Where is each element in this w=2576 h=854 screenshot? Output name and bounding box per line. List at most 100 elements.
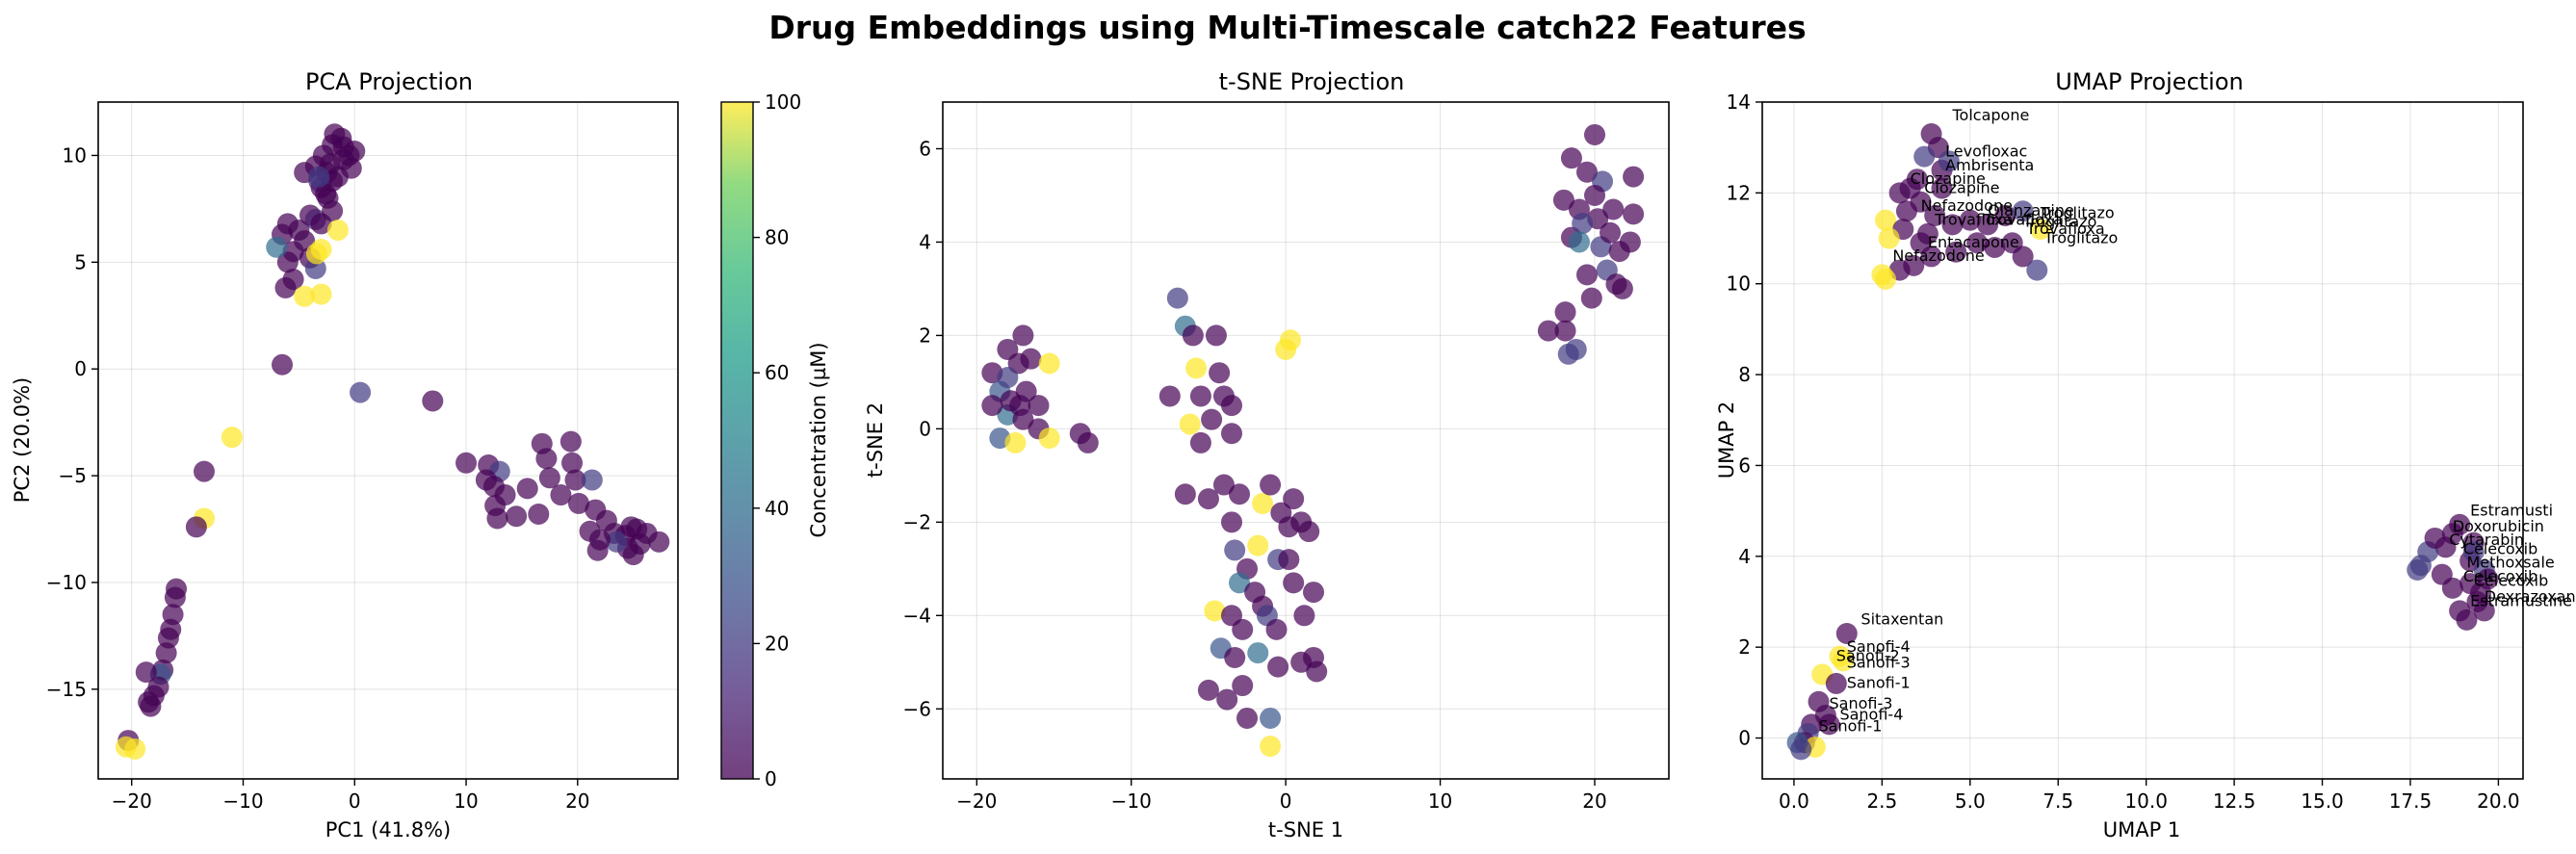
data-point xyxy=(1012,408,1034,430)
data-point xyxy=(1197,679,1219,701)
data-point xyxy=(475,469,497,491)
data-point xyxy=(1833,650,1855,672)
data-point xyxy=(1580,287,1602,309)
pca-axes-frame xyxy=(97,101,679,780)
data-point xyxy=(559,430,582,453)
data-point xyxy=(1232,618,1254,640)
data-point xyxy=(2441,577,2463,599)
point-annotation: Troglitazo xyxy=(2043,228,2119,246)
data-point xyxy=(2456,608,2478,631)
data-point xyxy=(1818,713,1840,736)
x-tick-label: 17.5 xyxy=(2389,789,2433,813)
data-point xyxy=(1293,605,1315,627)
data-point xyxy=(2462,541,2485,563)
data-point xyxy=(1220,423,1242,445)
y-tick-label: 0 xyxy=(919,417,931,440)
data-point xyxy=(1602,198,1625,220)
data-point xyxy=(305,243,327,265)
data-point xyxy=(1189,431,1211,453)
data-point xyxy=(538,467,560,489)
point-annotation: Trovafloxa xyxy=(2025,220,2104,238)
x-tick-label: 7.5 xyxy=(2043,789,2073,813)
data-point xyxy=(124,738,146,760)
point-annotation: Celecoxib xyxy=(2463,567,2537,585)
figure-title: Drug Embeddings using Multi-Timescale ca… xyxy=(768,9,1806,46)
data-point xyxy=(1611,277,1633,299)
x-tick-label: −10 xyxy=(222,789,263,813)
umap-panel: UMAP Projection Tolcapone LevofloxacAmbri… xyxy=(1715,68,2576,841)
point-annotation: Nefazodone xyxy=(1921,196,2013,215)
data-point xyxy=(185,516,207,538)
data-point xyxy=(1267,656,1289,678)
data-point xyxy=(1554,320,1576,342)
colorbar: 0 20 40 60 80 100 Concentration (µM) xyxy=(720,91,830,790)
x-tick-label: 10 xyxy=(1428,789,1452,813)
y-tick-label: 5 xyxy=(74,250,87,273)
point-annotation: Tolcapone xyxy=(1952,106,2030,124)
data-point xyxy=(648,531,670,553)
y-tick-label: 8 xyxy=(1738,363,1751,386)
data-point xyxy=(564,469,586,491)
data-point xyxy=(1224,646,1246,668)
point-annotation: Troglitazo xyxy=(2022,213,2097,231)
y-tick-label: 0 xyxy=(74,357,87,380)
x-tick-label: 20.0 xyxy=(2477,789,2520,813)
data-point xyxy=(1875,269,1897,291)
y-tick-label: 4 xyxy=(1738,545,1751,568)
umap-axes-frame xyxy=(1761,101,2524,780)
data-point xyxy=(2012,246,2034,268)
data-point xyxy=(1197,488,1219,510)
data-point xyxy=(1182,324,1204,347)
data-point xyxy=(581,469,603,491)
data-point xyxy=(1012,324,1034,347)
data-point xyxy=(1878,227,1900,249)
data-point xyxy=(1205,324,1227,347)
x-tick-label: 5.0 xyxy=(1955,789,1986,813)
tsne-points xyxy=(981,123,1645,758)
data-point xyxy=(1600,221,1622,244)
data-point xyxy=(308,166,330,188)
x-tick-label: 15.0 xyxy=(2301,789,2344,813)
point-annotation: Sanofi-3 xyxy=(1847,653,1911,671)
pca-title: PCA Projection xyxy=(305,68,473,95)
data-point xyxy=(1572,213,1594,235)
tsne-y-label: t-SNE 2 xyxy=(864,402,887,478)
data-point xyxy=(455,452,478,474)
data-point xyxy=(2029,219,2051,241)
y-tick-label: 6 xyxy=(919,137,931,160)
data-point xyxy=(1000,390,1022,412)
data-point xyxy=(1204,600,1226,622)
data-point xyxy=(588,529,611,551)
data-point xyxy=(310,213,332,235)
data-point xyxy=(620,516,642,538)
y-tick-label: −6 xyxy=(903,697,931,720)
data-point xyxy=(1265,618,1288,640)
data-point xyxy=(1174,483,1196,505)
colorbar-tick-label: 80 xyxy=(765,226,789,249)
tsne-x-label: t-SNE 1 xyxy=(1268,818,1343,841)
data-point xyxy=(1875,209,1897,231)
data-point xyxy=(1554,301,1576,323)
data-point xyxy=(1290,511,1313,533)
point-annotation: Sanofi-1 xyxy=(1847,674,1911,692)
point-annotation: Sanofi-2 xyxy=(1836,646,1900,664)
tsne-grid xyxy=(943,102,1669,779)
data-point xyxy=(164,586,186,608)
data-point xyxy=(1913,145,1936,168)
data-point xyxy=(1216,688,1238,711)
data-point xyxy=(1247,534,1269,556)
pca-x-label: PC1 (41.8%) xyxy=(325,818,451,841)
y-tick-label: 14 xyxy=(1727,91,1751,114)
data-point xyxy=(2477,568,2499,590)
y-tick-label: −2 xyxy=(903,510,931,533)
data-point xyxy=(1619,231,1641,253)
point-annotation: Sanofi-1 xyxy=(1819,716,1883,735)
data-point xyxy=(274,276,297,298)
colorbar-ticks: 0 20 40 60 80 100 xyxy=(753,91,801,790)
data-point xyxy=(1236,707,1259,729)
data-point xyxy=(1038,352,1060,375)
data-point xyxy=(1910,232,1932,254)
data-point xyxy=(1260,707,1282,729)
